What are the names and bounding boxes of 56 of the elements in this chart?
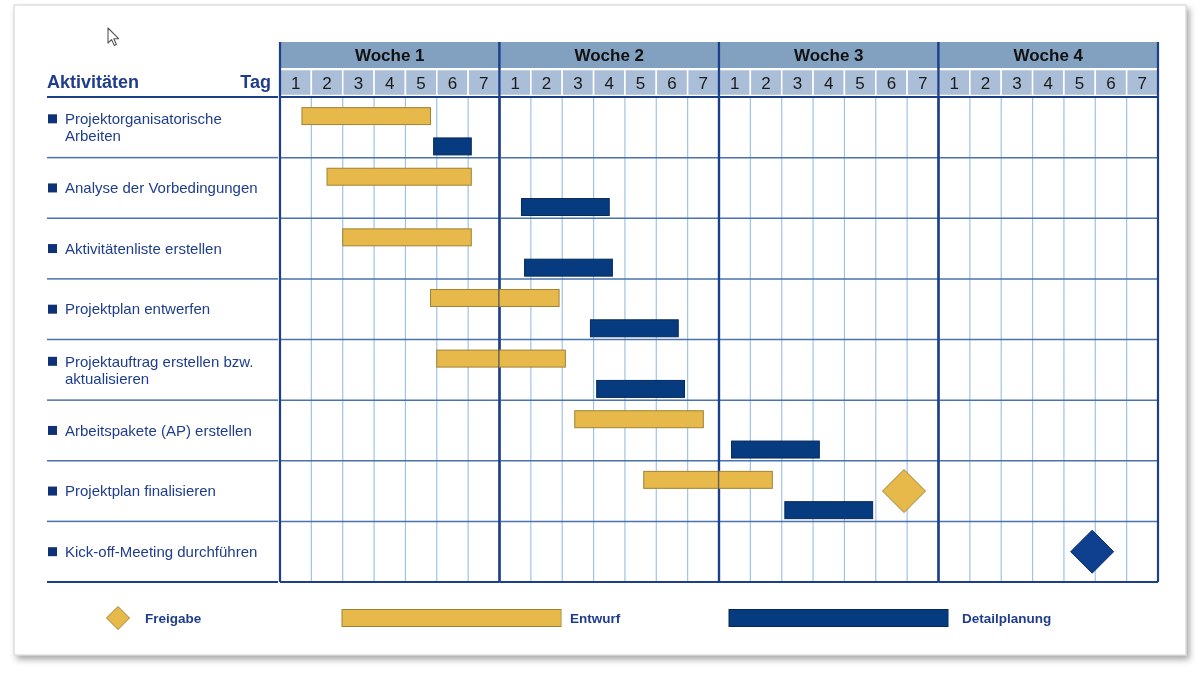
- bar: [596, 379, 686, 398]
- x-tick-label: 4: [824, 73, 834, 93]
- x-axis-title: Tag: [240, 72, 271, 92]
- x-tick-label: 5: [855, 73, 865, 93]
- x-tick-label: 6: [886, 73, 897, 93]
- x-tick-label: 1: [290, 73, 301, 93]
- x-tick-label: 4: [385, 73, 395, 93]
- x-tick-label: 7: [1137, 73, 1148, 93]
- x-tick-label: 7: [479, 73, 489, 93]
- x-tick-label: 7: [918, 73, 928, 93]
- x-tick-label: 6: [1106, 73, 1116, 93]
- x-tick-label: 3: [573, 73, 583, 93]
- bar: [326, 167, 472, 186]
- chart-title: Woche 4: [1013, 46, 1084, 65]
- y-tick-label: Projektplan entwerfen: [65, 300, 211, 318]
- x-tick-label: 4: [1043, 73, 1053, 93]
- y-tick-label: Projektauftrag erstellen bzw. aktualisieren: [65, 352, 254, 387]
- bar: [301, 107, 432, 126]
- x-tick-label: 6: [667, 73, 677, 93]
- x-tick-label: 5: [416, 73, 426, 93]
- x-tick-label: 5: [635, 73, 646, 93]
- bar: [520, 198, 610, 217]
- y-tick-label: Projektorganisatorische Arbeiten: [65, 110, 222, 145]
- bar: [784, 501, 874, 520]
- legend-label: Detailplanung: [962, 611, 1052, 626]
- x-tick-label: 2: [761, 73, 771, 93]
- x-tick-label: 2: [322, 73, 332, 93]
- x-tick-label: 2: [541, 73, 552, 93]
- chart-title: Woche 1: [354, 46, 425, 65]
- bar: [342, 228, 472, 247]
- bar: [433, 137, 472, 156]
- bar: [589, 319, 679, 338]
- x-tick-label: 6: [447, 73, 458, 93]
- x-tick-label: 1: [729, 73, 740, 93]
- y-tick-label: Arbeitspakete (AP) erstellen: [65, 421, 252, 439]
- chart-title: Woche 2: [574, 46, 645, 65]
- x-tick-label: 2: [980, 73, 991, 93]
- y-tick-label: Analyse der Vorbedingungen: [65, 179, 258, 197]
- chart-title: Woche 3: [793, 46, 864, 65]
- bar: [574, 410, 704, 429]
- x-tick-label: 5: [1074, 73, 1085, 93]
- bar: [524, 258, 613, 277]
- x-tick-label: 3: [1012, 73, 1022, 93]
- x-tick-label: 4: [604, 73, 614, 93]
- x-tick-label: 1: [510, 73, 520, 93]
- bar: [731, 440, 820, 459]
- x-tick-label: 1: [949, 73, 959, 93]
- y-axis-title: Aktivitäten: [47, 72, 140, 92]
- x-tick-label: 3: [353, 73, 364, 93]
- x-tick-label: 7: [698, 73, 709, 93]
- y-tick-label: Kick-off-Meeting durchführen: [65, 542, 258, 560]
- y-tick-label: Aktivitätenliste erstellen: [65, 239, 222, 257]
- legend-label: Freigabe: [145, 611, 202, 626]
- y-tick-label: Projektplan finalisieren: [65, 482, 216, 500]
- x-tick-label: 3: [792, 73, 803, 93]
- legend-label: Entwurf: [570, 611, 621, 626]
